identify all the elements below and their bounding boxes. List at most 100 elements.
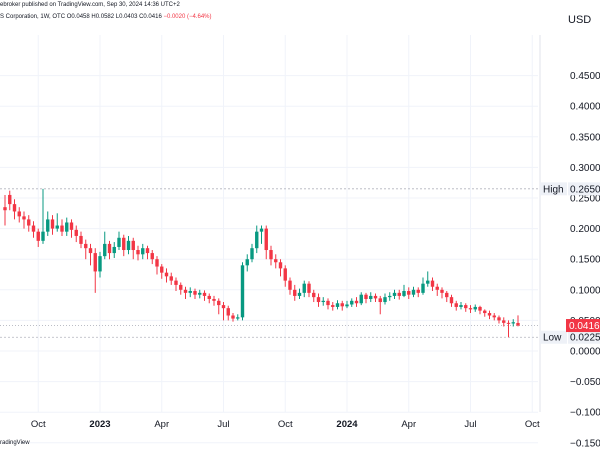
candle[interactable] xyxy=(426,271,430,287)
candle[interactable] xyxy=(392,289,397,299)
candle[interactable] xyxy=(340,300,344,311)
candle[interactable] xyxy=(345,300,349,309)
candle[interactable] xyxy=(312,289,316,303)
candle[interactable] xyxy=(50,215,55,235)
candle[interactable] xyxy=(373,293,378,303)
candle[interactable] xyxy=(202,290,207,301)
candle[interactable] xyxy=(335,300,340,310)
candle[interactable] xyxy=(502,317,506,327)
candle[interactable] xyxy=(416,287,420,298)
candle[interactable] xyxy=(511,319,515,327)
candle[interactable] xyxy=(160,264,164,279)
candle[interactable] xyxy=(478,305,482,315)
candle[interactable] xyxy=(435,283,439,296)
candle[interactable] xyxy=(487,310,492,320)
candle[interactable] xyxy=(483,309,487,317)
candle[interactable] xyxy=(188,287,192,298)
candle[interactable] xyxy=(60,219,64,236)
candle[interactable] xyxy=(117,231,121,251)
candle[interactable] xyxy=(31,221,36,238)
candle[interactable] xyxy=(198,289,202,299)
candle[interactable] xyxy=(74,225,78,243)
candle[interactable] xyxy=(41,188,45,244)
candle[interactable] xyxy=(150,250,154,265)
candle[interactable] xyxy=(264,225,268,260)
candle[interactable] xyxy=(236,314,240,321)
candle[interactable] xyxy=(454,300,458,311)
candle[interactable] xyxy=(259,225,264,244)
candle[interactable] xyxy=(155,256,159,275)
candle[interactable] xyxy=(221,302,226,321)
candle[interactable] xyxy=(440,287,444,299)
candle[interactable] xyxy=(69,219,74,238)
candle[interactable] xyxy=(98,251,102,278)
candle[interactable] xyxy=(402,284,406,298)
candle[interactable] xyxy=(126,235,131,255)
candle[interactable] xyxy=(359,292,363,306)
candle[interactable] xyxy=(421,277,425,295)
candle[interactable] xyxy=(226,305,230,321)
candle[interactable] xyxy=(302,280,306,298)
candle[interactable] xyxy=(17,207,21,223)
candle[interactable] xyxy=(231,313,235,322)
candle[interactable] xyxy=(283,265,287,287)
candle[interactable] xyxy=(79,231,83,249)
candle[interactable] xyxy=(445,291,449,303)
candle[interactable] xyxy=(492,313,496,321)
candle[interactable] xyxy=(207,293,211,304)
candle[interactable] xyxy=(369,292,373,303)
candle[interactable] xyxy=(321,297,325,306)
candle[interactable] xyxy=(193,288,197,299)
candle[interactable] xyxy=(245,254,249,272)
candle[interactable] xyxy=(164,268,169,283)
candle[interactable] xyxy=(169,272,173,285)
candle[interactable] xyxy=(46,211,50,236)
candle[interactable] xyxy=(430,277,435,292)
candle[interactable] xyxy=(278,259,283,277)
candle[interactable] xyxy=(36,228,40,247)
candle[interactable] xyxy=(411,286,416,298)
candle[interactable] xyxy=(316,293,321,307)
candle[interactable] xyxy=(250,243,254,263)
candle[interactable] xyxy=(141,243,145,260)
candle[interactable] xyxy=(107,240,112,260)
candle[interactable] xyxy=(397,289,401,300)
candle[interactable] xyxy=(350,298,354,307)
candle[interactable] xyxy=(516,315,520,327)
candle[interactable] xyxy=(112,242,116,258)
candle[interactable] xyxy=(331,302,335,311)
candle[interactable] xyxy=(293,284,297,301)
candle[interactable] xyxy=(179,282,183,295)
candle[interactable] xyxy=(212,295,216,306)
candle[interactable] xyxy=(497,315,501,324)
candle[interactable] xyxy=(506,320,511,338)
candle[interactable] xyxy=(240,262,245,321)
candle[interactable] xyxy=(22,211,26,229)
candle[interactable] xyxy=(88,243,93,266)
candle[interactable] xyxy=(145,245,150,260)
candle[interactable] xyxy=(131,237,135,260)
candle[interactable] xyxy=(183,286,188,299)
candle[interactable] xyxy=(468,305,473,314)
candle[interactable] xyxy=(288,277,292,295)
candle[interactable] xyxy=(383,293,387,305)
candle[interactable] xyxy=(255,225,259,254)
candle[interactable] xyxy=(84,239,88,260)
candle[interactable] xyxy=(297,288,302,299)
candle[interactable] xyxy=(307,281,311,298)
candle[interactable] xyxy=(459,302,463,310)
candle[interactable] xyxy=(122,234,126,257)
candle[interactable] xyxy=(8,190,12,211)
candle[interactable] xyxy=(326,298,330,310)
candle[interactable] xyxy=(12,199,17,220)
candle[interactable] xyxy=(65,217,69,236)
candle[interactable] xyxy=(217,298,221,315)
candle[interactable] xyxy=(136,245,140,261)
candle[interactable] xyxy=(27,215,31,232)
candle[interactable] xyxy=(93,248,97,293)
candle[interactable] xyxy=(274,254,278,269)
candle[interactable] xyxy=(364,292,368,304)
candle[interactable] xyxy=(473,304,477,312)
candle[interactable] xyxy=(174,277,178,292)
